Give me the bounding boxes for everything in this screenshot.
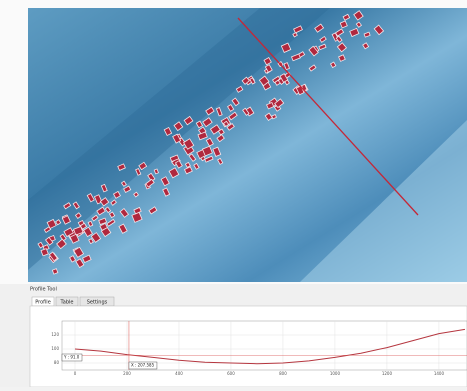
cursor-y-label: Y : 91.0 <box>63 355 80 360</box>
cursor-x-label: X : 207.585 <box>131 363 155 368</box>
x-tick-label: 200 <box>123 371 131 376</box>
x-tick-label: 600 <box>227 371 235 376</box>
x-tick-label: 400 <box>175 371 183 376</box>
x-tick-label: 1000 <box>330 371 341 376</box>
y-tick-label: 80 <box>54 360 60 365</box>
y-tick-label: 100 <box>51 346 59 351</box>
tab-label: Profile <box>35 300 51 306</box>
x-tick-label: 1400 <box>434 371 445 376</box>
x-tick-label: 1200 <box>382 371 393 376</box>
x-tick-label: 0 <box>74 371 77 376</box>
y-tick-label: 120 <box>51 332 59 337</box>
tab-label: Table <box>60 300 74 306</box>
page: Profile Tool Profile Table Settings 80 100 1… <box>0 0 467 387</box>
tabs: Profile Table Settings <box>32 297 114 306</box>
panel-title: Profile Tool <box>30 287 57 293</box>
plot-area <box>62 321 467 370</box>
building <box>52 269 57 274</box>
x-tick-label: 800 <box>279 371 287 376</box>
tab-label: Settings <box>87 300 108 306</box>
screen: Profile Tool Profile Table Settings 80 100 1… <box>0 0 467 387</box>
